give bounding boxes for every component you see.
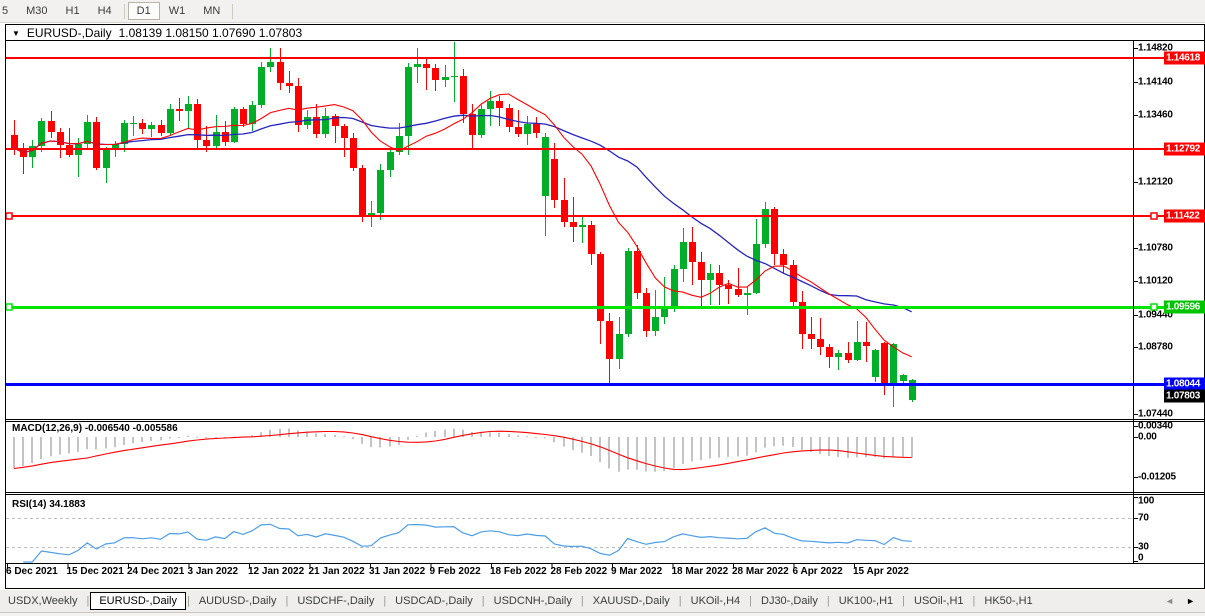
tab-uk100-h1[interactable]: UK100-,H1: [838, 595, 894, 607]
symbol-tabbar: USDX,Weekly | EURUSD-,Daily | AUDUSD-,Daily |…: [0, 590, 1205, 613]
toolbar-separator: [123, 3, 125, 19]
timeframe-toolbar: 5 M30 H1 H4 D1 W1 MN: [0, 0, 1205, 23]
tab-audusd-daily[interactable]: AUDUSD-,Daily: [198, 595, 277, 607]
tab-eurusd-daily[interactable]: EURUSD-,Daily: [90, 592, 186, 610]
tab-separator: |: [972, 595, 976, 607]
tab-usdcnh-daily[interactable]: USDCNH-,Daily: [493, 595, 572, 607]
tab-separator: |: [383, 595, 387, 607]
tab-dj30-daily[interactable]: DJ30-,Daily: [761, 595, 818, 607]
tab-ukoil-h4[interactable]: UKOil-,H4: [690, 595, 741, 607]
tab-separator: |: [678, 595, 682, 607]
timeframe-button-d1[interactable]: D1: [127, 2, 160, 20]
tab-separator: |: [285, 595, 289, 607]
tab-hk50-h1[interactable]: HK50-,H1: [984, 595, 1033, 607]
tab-usdchf-daily[interactable]: USDCHF-,Daily: [297, 595, 375, 607]
tab-separator: |: [749, 595, 752, 607]
tab-separator: |: [902, 595, 905, 607]
tab-usdx-weekly[interactable]: USDX,Weekly: [8, 595, 78, 607]
tab-separator: |: [481, 595, 485, 607]
timeframe-button-w1[interactable]: W1: [168, 5, 186, 17]
timeframe-button-h1[interactable]: H1: [65, 5, 80, 17]
tab-scroll-left-icon[interactable]: ◄: [1165, 596, 1175, 606]
tab-separator: |: [86, 595, 90, 607]
tab-usdcad-daily[interactable]: USDCAD-,Daily: [395, 595, 473, 607]
tab-scroll-right-icon[interactable]: ►: [1186, 596, 1195, 606]
tab-separator: |: [580, 595, 584, 607]
tab-usoil-h1[interactable]: USOil-,H1: [914, 595, 964, 607]
timeframe-button-m30[interactable]: M30: [26, 5, 48, 17]
timeframe-button-mn[interactable]: MN: [203, 5, 221, 17]
tab-separator: |: [186, 595, 190, 607]
toolbar-separator: [232, 3, 234, 19]
timeframe-button-h4[interactable]: H4: [97, 5, 112, 17]
tab-xauusd-daily[interactable]: XAUUSD-,Daily: [592, 595, 670, 607]
timeframe-button-5[interactable]: 5: [2, 5, 9, 17]
tab-separator: |: [826, 595, 830, 607]
statusbar-strip: [0, 613, 1205, 616]
